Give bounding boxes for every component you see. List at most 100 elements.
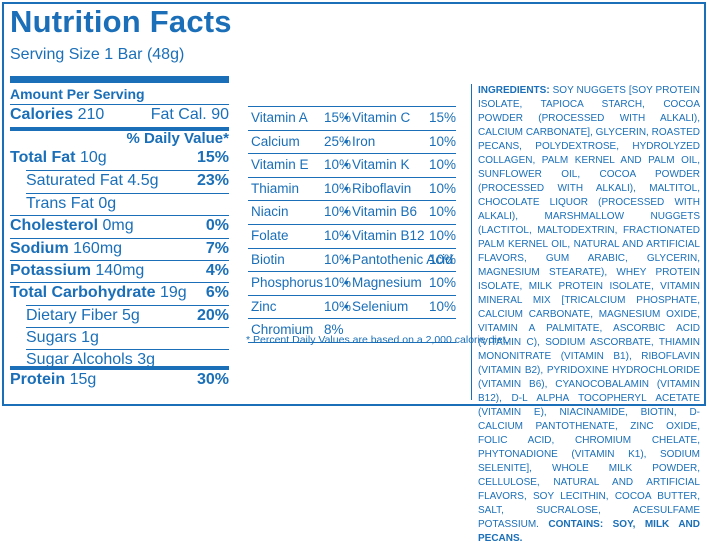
divider <box>248 200 456 202</box>
nutrient-amount: 3g <box>137 351 155 368</box>
vitamin-percent: 15% <box>324 110 352 125</box>
vitamin-row: Biotin 10% Pantothenic Acid 10% • <box>248 249 456 272</box>
bullet: • <box>344 298 349 314</box>
nutrient-daily-value: 30% <box>196 371 229 388</box>
vitamin-name: Vitamin K <box>352 157 410 173</box>
vitamin-name: Vitamin E <box>251 157 309 173</box>
nutrient-label: Saturated Fat <box>26 172 123 189</box>
vitamin-row: Zinc 10% Selenium 10% • <box>248 296 456 319</box>
nutrient-amount: 160mg <box>73 240 123 257</box>
divider <box>10 238 229 239</box>
divider <box>248 106 456 107</box>
bullet: • <box>344 228 349 243</box>
vitamin-name: Magnesium <box>352 275 422 291</box>
bullet: • <box>344 110 349 125</box>
vitamin-name: Pantothenic Acid <box>352 251 453 267</box>
vitamin-row: Thiamin 10% Riboflavin 10% • <box>248 178 456 201</box>
divider-before-protein <box>10 366 229 370</box>
nutrient-daily-value: 23% <box>196 172 229 189</box>
label-frame <box>2 2 706 406</box>
nutrient-daily-value: 7% <box>205 240 229 257</box>
divider <box>10 104 229 105</box>
vitamin-name: Phosphorus <box>251 275 324 291</box>
vitamin-percent: 25% <box>324 133 352 149</box>
vitamin-percent: 10% <box>428 251 456 267</box>
divider <box>10 282 229 283</box>
vitamin-row: Vitamin A 15% Vitamin C 15% • <box>248 107 456 130</box>
nutrient-row: Total Fat 10g 15% <box>10 148 229 168</box>
nutrient-daily-value: 6% <box>205 284 229 301</box>
vitamin-name: Selenium <box>352 298 409 314</box>
nutrient-amount: 140mg <box>95 262 145 279</box>
vitamin-row: Vitamin E 10% Vitamin K 10% • <box>248 154 456 177</box>
vitamin-percent: 10% <box>428 275 456 291</box>
nutrient-daily-value: 4% <box>205 262 229 279</box>
bullet: • <box>344 275 349 291</box>
vitamin-percent: 10% <box>428 228 456 243</box>
divider <box>248 129 456 131</box>
vitamin-name: Biotin <box>251 251 285 267</box>
divider <box>26 170 229 171</box>
vitamin-percent: 8% <box>324 322 344 338</box>
nutrient-row: Protein 15g 30% <box>10 370 229 390</box>
vitamin-name: Riboflavin <box>352 180 412 196</box>
vitamin-percent: 10% <box>324 204 352 220</box>
vitamin-percent: 10% <box>324 298 352 314</box>
vitamin-percent: 10% <box>324 251 352 267</box>
divider <box>248 271 456 273</box>
divider <box>248 294 456 296</box>
nutrient-label: Trans Fat <box>26 195 94 212</box>
serving-size: Serving Size 1 Bar (48g) <box>10 46 185 63</box>
nutrient-daily-value: 15% <box>196 149 229 166</box>
vitamin-name: Iron <box>352 133 376 149</box>
vitamin-percent: 10% <box>324 157 352 173</box>
vitamin-percent: 10% <box>324 180 352 196</box>
divider <box>26 327 229 328</box>
divider-medium <box>10 127 229 131</box>
vitamin-row: Calcium 25% Iron 10% • <box>248 131 456 154</box>
ingredients-label: INGREDIENTS: <box>478 85 550 96</box>
vitamin-row: Phosphorus 10% Magnesium 10% • <box>248 272 456 295</box>
nutrient-daily-value: 20% <box>196 307 229 324</box>
nutrient-amount: 0mg <box>102 217 134 234</box>
amount-per-serving: Amount Per Serving <box>10 86 145 102</box>
vitamin-name: Niacin <box>251 204 289 220</box>
vitamin-row: Niacin 10% Vitamin B6 10% • <box>248 201 456 224</box>
bullet: • <box>344 180 349 196</box>
nutrient-row: Saturated Fat 4.5g 23% <box>10 171 229 191</box>
nutrient-daily-value: 0% <box>205 217 229 234</box>
divider <box>248 176 456 178</box>
nutrient-row: Sugars 1g <box>10 328 229 348</box>
divider <box>26 349 229 350</box>
divider <box>248 224 456 225</box>
nutrient-label: Sugar Alcohols <box>26 351 133 368</box>
vitamin-percent: 15% <box>428 110 456 125</box>
nutrient-amount: 4.5g <box>127 172 159 189</box>
divider <box>10 215 229 216</box>
nutrient-row: Cholesterol 0mg 0% <box>10 216 229 236</box>
bullet: • <box>344 204 349 220</box>
daily-value-footnote: * Percent Daily Values are based on a 2,… <box>246 334 509 346</box>
nutrient-amount: 5g <box>122 307 140 324</box>
vitamin-percent: 10% <box>428 204 456 220</box>
nutrient-label: Sugars <box>26 329 77 346</box>
ingredients-text: Soy nuggets [soy protein isolate, tapioc… <box>478 85 701 530</box>
nutrient-label: Protein <box>10 371 66 388</box>
daily-value-header-row: % Daily Value* <box>10 129 229 147</box>
divider-thick <box>10 76 229 83</box>
nutrient-amount: 15g <box>69 371 97 388</box>
vitamin-name: Vitamin C <box>352 110 411 125</box>
vitamin-name: Calcium <box>251 133 300 149</box>
vitamin-percent: 10% <box>324 275 352 291</box>
vitamin-percent: 10% <box>428 133 456 149</box>
divider <box>248 153 456 155</box>
nutrient-label: Sodium <box>10 240 69 257</box>
vitamin-percent: 10% <box>428 298 456 314</box>
nutrient-row: Trans Fat 0g <box>10 194 229 214</box>
vitamin-percent: 10% <box>428 180 456 196</box>
nutrient-label: Total Fat <box>10 149 76 166</box>
vitamin-name: Zinc <box>251 298 277 314</box>
divider <box>26 305 229 306</box>
vitamin-name: Chromium <box>251 322 314 338</box>
divider <box>248 342 456 343</box>
